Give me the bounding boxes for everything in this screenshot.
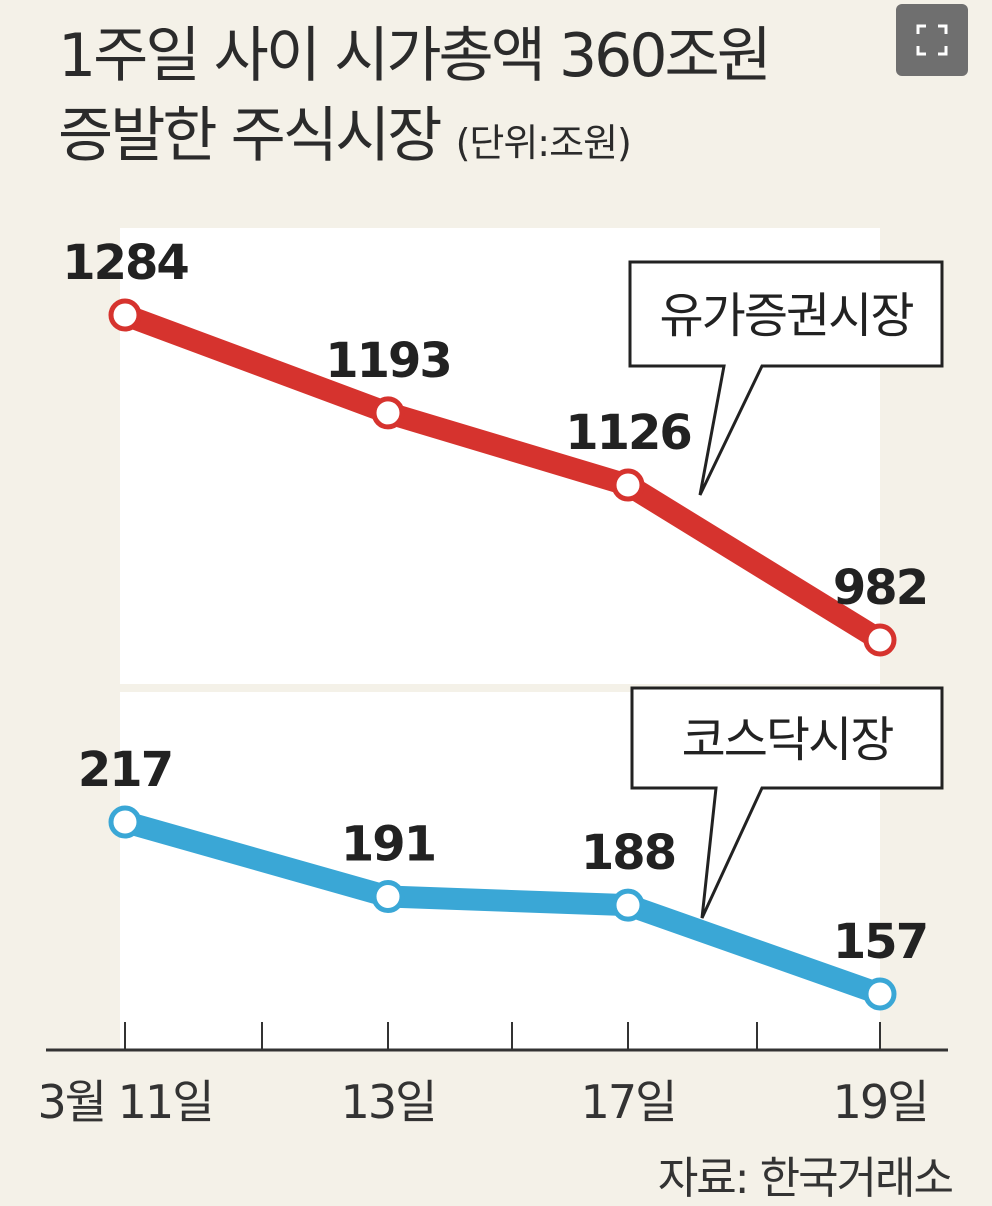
legend-callout-box <box>630 686 944 919</box>
data-point <box>611 888 645 922</box>
data-label: 982 <box>833 560 927 616</box>
x-tick-label: 19일 <box>833 1075 928 1129</box>
x-tick-label: 3월 11일 <box>37 1075 212 1129</box>
series-line <box>114 811 891 1005</box>
data-label: 1284 <box>62 235 188 291</box>
data-point <box>611 468 645 502</box>
data-point <box>108 805 142 839</box>
data-point <box>108 298 142 332</box>
title-line-2-text: 증발한 주식시장 <box>58 101 442 171</box>
data-label: 1193 <box>325 333 451 389</box>
series-line <box>114 304 891 651</box>
data-point <box>863 623 897 657</box>
fullscreen-button[interactable] <box>896 4 968 76</box>
fullscreen-expand-icon <box>916 24 948 56</box>
data-point <box>371 880 405 914</box>
data-label: 217 <box>78 742 172 798</box>
source-note: 자료: 한국거래소 <box>657 1153 954 1204</box>
data-point <box>371 396 405 430</box>
data-point <box>863 977 897 1011</box>
data-label: 188 <box>581 825 675 881</box>
data-label: 157 <box>833 914 927 970</box>
chart-title: 1주일 사이 시가총액 360조원 증발한 주식시장 (단위:조원) <box>58 16 772 183</box>
title-line-1: 1주일 사이 시가총액 360조원 <box>58 21 772 91</box>
data-label: 191 <box>341 817 435 873</box>
title-line-2: 증발한 주식시장 (단위:조원) <box>58 96 769 183</box>
legend-label: 코스닥시장 <box>682 712 894 768</box>
legend-label: 유가증권시장 <box>660 288 914 344</box>
x-tick-label: 13일 <box>341 1075 436 1129</box>
data-label: 1126 <box>565 405 691 461</box>
unit-label: (단위:조원) <box>455 121 632 165</box>
x-tick-label: 17일 <box>581 1075 676 1129</box>
legend-callout-box <box>628 260 944 496</box>
